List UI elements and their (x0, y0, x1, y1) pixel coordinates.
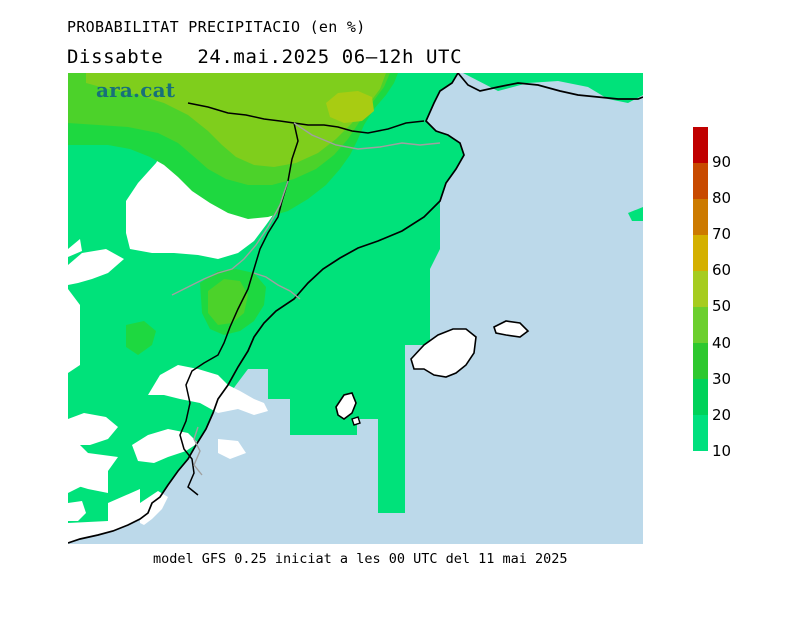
chart-title: PROBABILITAT PRECIPITACIO (en %) (67, 18, 366, 36)
no-precip-area (140, 491, 168, 525)
no-precip-area (68, 239, 82, 257)
prob-sea-cell (348, 253, 386, 345)
region-border (193, 426, 203, 476)
no-precip-area (68, 453, 108, 493)
prob-sea-cell (356, 345, 386, 417)
prob-sea-cell (385, 345, 405, 513)
legend-swatch (693, 379, 708, 415)
menorca-island (493, 320, 530, 338)
forecast-period: Dissabte 24.mai.2025 06–12h UTC (67, 46, 462, 68)
ibiza-island (335, 392, 357, 420)
legend-swatch (693, 271, 708, 307)
prob-sea-cell (386, 249, 406, 345)
prob-sea-cell (628, 207, 643, 221)
legend-label: 50 (712, 297, 732, 315)
legend-swatch (693, 343, 708, 379)
coastline (68, 73, 465, 544)
prob-area-20-30 (126, 321, 156, 355)
country-border (187, 102, 425, 134)
ara-cat-logo: ara.cat (96, 78, 176, 102)
mallorca-island (410, 328, 477, 378)
region-border (171, 180, 289, 296)
region-border (293, 122, 441, 150)
prob-sea-cell (406, 249, 430, 345)
legend-label: 60 (712, 261, 732, 279)
legend-label: 90 (712, 153, 732, 171)
legend-swatch (693, 415, 708, 451)
prob-area-40-50 (86, 73, 386, 167)
model-info: model GFS 0.25 iniciat a les 00 UTC del … (153, 551, 568, 567)
legend-label: 30 (712, 370, 732, 388)
forecast-date: 24.mai.2025 (197, 46, 330, 68)
legend-swatch (693, 127, 708, 163)
no-precip-area (148, 365, 268, 415)
formentera-island (351, 416, 361, 426)
coastline (457, 73, 643, 100)
prob-area-30-40 (208, 279, 248, 325)
forecast-hours: 06–12h UTC (341, 46, 463, 68)
precipitation-map (68, 73, 643, 544)
legend-label: 80 (712, 189, 732, 207)
legend-swatch (693, 235, 708, 271)
legend-swatch (693, 163, 708, 199)
no-precip-area (68, 501, 86, 521)
prob-sea-cell (463, 73, 643, 103)
prob-area-50-60 (326, 91, 374, 123)
legend-label: 20 (712, 406, 732, 424)
no-precip-area (218, 439, 246, 459)
legend-swatch (693, 199, 708, 235)
legend-swatch (693, 307, 708, 343)
legend-label: 10 (712, 442, 732, 460)
no-precip-area (68, 249, 124, 285)
region-border (253, 272, 301, 300)
no-precip-area (68, 413, 118, 445)
forecast-day: Dissabte (67, 46, 164, 68)
legend-label: 70 (712, 225, 732, 243)
legend-label: 40 (712, 334, 732, 352)
no-precip-area (132, 429, 198, 463)
